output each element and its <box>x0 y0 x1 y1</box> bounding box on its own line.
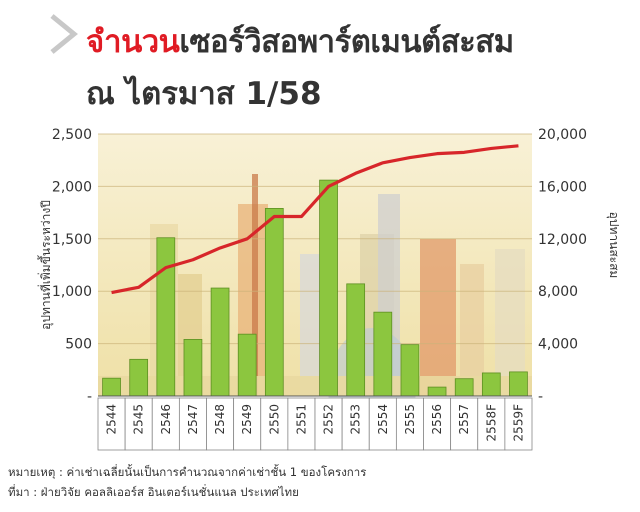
chart-title-rest: เซอร์วิสอพาร์ตเมนต์สะสม <box>179 24 514 60</box>
x-tick-label: 2546 <box>159 404 173 435</box>
x-tick-cell <box>423 397 452 451</box>
y-tick-label-right: 20,000 <box>538 127 587 143</box>
x-tick-label: 2551 <box>294 404 308 435</box>
skyline-building <box>252 174 258 396</box>
y-tick-label-left: 2,000 <box>52 179 92 195</box>
y-tick-label-right: 8,000 <box>538 284 578 300</box>
x-tick-cell <box>314 397 343 451</box>
x-tick-label: 2544 <box>105 404 119 435</box>
note-text: หมายเหตุ : ค่าเช่าเฉลี่ยนั้นเป็นการคำนวณ… <box>8 465 367 479</box>
y-tick-label-left: 2,500 <box>52 127 92 143</box>
bars-supply-added <box>102 179 528 397</box>
x-tick-cell <box>233 397 262 451</box>
x-tick-label: 2547 <box>186 404 200 435</box>
x-tick-label: 2555 <box>403 404 417 435</box>
chart-subtitle: ณ ไตรมาส 1/58 <box>86 76 322 112</box>
y-tick-label-right: - <box>538 389 543 405</box>
x-tick-label: 2558F <box>484 404 498 442</box>
bar <box>454 378 474 397</box>
ground-strip <box>98 376 532 396</box>
x-tick-label: 2556 <box>430 404 444 435</box>
x-tick-label: 2549 <box>240 404 254 435</box>
bar <box>210 287 230 397</box>
y-tick-label-left: 500 <box>65 337 92 353</box>
x-tick-cell <box>206 397 235 451</box>
chart-title-highlight: จำนวน <box>86 24 180 60</box>
bar <box>264 208 284 397</box>
bar <box>427 386 447 397</box>
y-tick-label-left: - <box>87 389 92 405</box>
bar <box>346 283 366 397</box>
x-tick-label: 2545 <box>132 404 146 435</box>
axes: - 500 1,000 1,500 2,000 2,500 - 4,000 8,000 12,00… <box>37 127 621 451</box>
bar <box>400 344 420 397</box>
footnotes: หมายเหตุ : ค่าเช่าเฉลี่ยนั้นเป็นการคำนวณ… <box>8 462 628 502</box>
x-tick-cell <box>124 397 153 451</box>
series-line <box>111 144 519 295</box>
skyline-building <box>460 264 484 396</box>
x-tick-cell <box>368 397 397 451</box>
y-axis-title-right: อุปทานสะสม <box>606 212 621 279</box>
chevron-right-icon <box>50 14 78 54</box>
x-tick-cell <box>341 397 370 451</box>
x-tick-cell <box>97 397 126 451</box>
chart-title: จำนวนเซอร์วิสอพาร์ตเมนต์สะสม <box>86 16 514 66</box>
x-tick-cell <box>504 397 533 451</box>
y-axis-title-left: อุปทานที่เพิ่มขึ้นระหว่างปี <box>37 200 54 330</box>
source-text: ที่มา : ฝ่ายวิจัย คอลลิเออร์ส อินเตอร์เน… <box>8 485 299 499</box>
x-tick-cell <box>395 397 424 451</box>
y-tick-label-left: 1,500 <box>52 232 92 248</box>
y-tick-label-right: 12,000 <box>538 232 587 248</box>
skyline-building <box>420 239 456 396</box>
y-tick-label-right: 16,000 <box>538 179 587 195</box>
combo-chart: - 500 1,000 1,500 2,000 2,500 - 4,000 8,000 12,00… <box>37 127 621 451</box>
bar <box>509 371 528 397</box>
bar <box>129 358 149 397</box>
x-tick-label: 2552 <box>322 404 336 435</box>
bar <box>102 377 121 397</box>
x-tick-label: 2548 <box>213 404 227 435</box>
x-tick-label: 2550 <box>267 404 281 435</box>
y-tick-label-left: 1,000 <box>52 284 92 300</box>
x-tick-label: 2557 <box>457 404 471 435</box>
x-tick-label: 2559F <box>511 404 525 442</box>
x-tick-cell <box>450 397 479 451</box>
bar <box>481 372 501 397</box>
bar <box>183 339 203 397</box>
x-tick-cell <box>477 397 506 451</box>
bar <box>156 237 176 397</box>
y-tick-label-right: 4,000 <box>538 337 578 353</box>
bar <box>319 179 338 397</box>
title-block: จำนวนเซอร์วิสอพาร์ตเมนต์สะสม ณ ไตรมาส 1/… <box>0 0 640 118</box>
line-cumulative-supply <box>111 144 519 295</box>
bar <box>237 333 257 397</box>
x-tick-cell <box>178 397 207 451</box>
x-tick-label: 2554 <box>376 404 390 435</box>
bar <box>373 311 393 397</box>
x-tick-label: 2553 <box>349 404 363 435</box>
x-tick-cell <box>287 397 316 451</box>
x-tick-cell <box>260 397 289 451</box>
